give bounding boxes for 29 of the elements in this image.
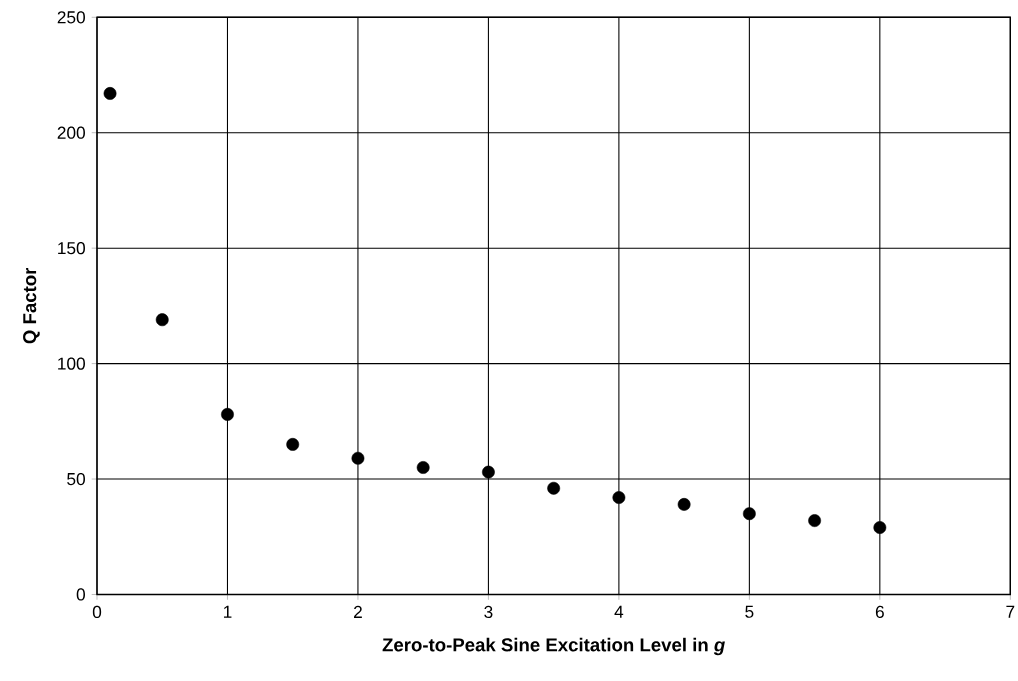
y-tick-label: 200 — [57, 126, 85, 139]
point — [547, 481, 561, 495]
x-tick-label: 4 — [614, 605, 624, 618]
point — [482, 465, 495, 479]
y-tick-label: 0 — [76, 588, 85, 601]
point — [742, 507, 756, 521]
point — [612, 491, 626, 504]
point — [416, 461, 430, 474]
point — [286, 438, 300, 451]
y-tick-label: 50 — [67, 472, 85, 486]
point — [221, 408, 234, 421]
y-tick-label: 100 — [58, 357, 85, 370]
x-tick-label: 5 — [745, 605, 754, 618]
x-tick-label: 2 — [354, 605, 362, 618]
point — [808, 514, 821, 528]
point — [155, 313, 169, 327]
x-tick-label: 3 — [484, 605, 493, 619]
y-tick-label: 150 — [58, 242, 85, 255]
y-axis-title: Q Factor — [23, 267, 40, 344]
y-tick-label: 250 — [57, 11, 85, 24]
point — [351, 451, 365, 465]
x-axis-title: Zero-to-Peak Sine Excitation Level in g — [382, 637, 725, 656]
point — [103, 87, 117, 100]
point — [873, 521, 887, 534]
point — [677, 498, 691, 511]
x-tick-label: 1 — [223, 605, 232, 618]
x-tick-label: 6 — [875, 605, 884, 619]
x-tick-label: 7 — [1006, 605, 1015, 618]
x-tick-label: 0 — [92, 605, 102, 619]
